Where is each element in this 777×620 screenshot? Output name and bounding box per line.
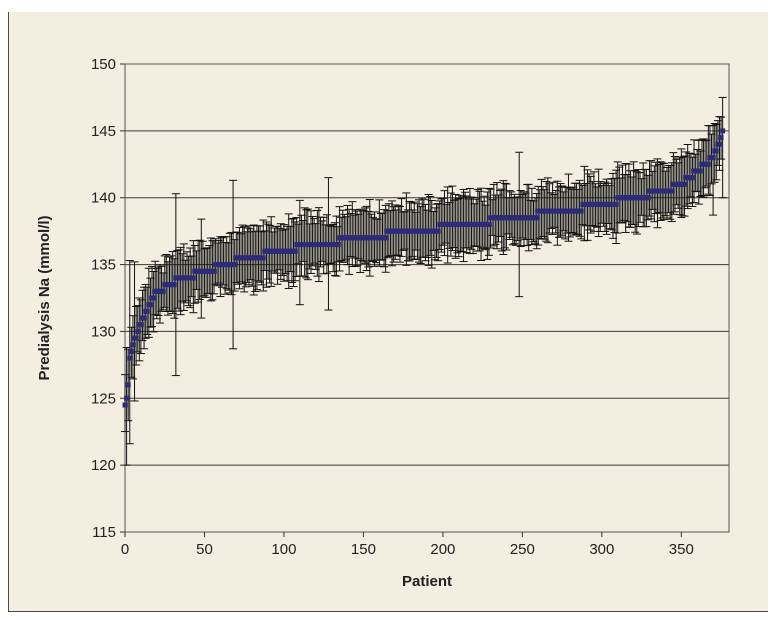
- data-point: [689, 175, 695, 181]
- x-tick-label: 200: [430, 541, 455, 558]
- data-point: [435, 228, 441, 234]
- data-point: [669, 188, 675, 194]
- x-tick-label: 250: [510, 541, 535, 558]
- data-point: [135, 328, 141, 334]
- data-point: [141, 315, 147, 321]
- data-point: [190, 275, 196, 281]
- data-point: [144, 308, 150, 314]
- data-point: [718, 135, 724, 141]
- data-point: [232, 262, 238, 268]
- y-tick-label: 135: [91, 257, 116, 274]
- y-tick-label: 125: [91, 390, 116, 407]
- data-point: [138, 322, 144, 328]
- x-tick-label: 300: [589, 541, 614, 558]
- data-point: [260, 255, 266, 261]
- data-point: [335, 242, 341, 248]
- data-point: [292, 248, 298, 254]
- chart-svg: 115 120 125 130 135 140 145 150 0 50 100 150 200 250…: [36, 56, 730, 590]
- data-point: [122, 402, 128, 408]
- data-point: [160, 288, 166, 294]
- y-tick-label: 150: [91, 56, 116, 73]
- x-tick-label: 350: [669, 541, 694, 558]
- data-point: [720, 128, 726, 134]
- y-tick-label: 140: [91, 190, 116, 207]
- data-point: [613, 201, 619, 207]
- data-point: [211, 268, 217, 274]
- data-point: [124, 395, 130, 401]
- y-tick-label: 120: [91, 457, 116, 474]
- data-point: [151, 295, 157, 301]
- data-point: [125, 382, 131, 388]
- chart-frame: 115 120 125 130 135 140 145 150 0 50 100 150 200 250…: [8, 12, 768, 612]
- data-point: [127, 355, 133, 361]
- data-point: [645, 195, 651, 201]
- x-tick-label: 150: [351, 541, 376, 558]
- data-point: [128, 348, 134, 354]
- data-point: [130, 342, 136, 348]
- data-point: [383, 235, 389, 241]
- x-tick-label: 0: [121, 541, 129, 558]
- error-bars: [121, 96, 727, 466]
- data-point: [133, 335, 139, 341]
- data-point: [716, 141, 722, 147]
- data-points: [122, 128, 726, 408]
- y-tick-label: 115: [92, 524, 116, 541]
- data-point: [534, 215, 540, 221]
- data-point: [681, 181, 687, 187]
- data-point: [486, 221, 492, 227]
- y-axis-ticks: 115 120 125 130 135 140 145 150: [91, 56, 125, 541]
- data-point: [147, 302, 153, 308]
- x-tick-label: 100: [271, 541, 296, 558]
- x-axis-title: Patient: [402, 573, 452, 590]
- data-point: [578, 208, 584, 214]
- x-tick-label: 50: [196, 541, 213, 558]
- data-point: [705, 161, 711, 167]
- plot-area-border: [124, 63, 730, 533]
- y-tick-label: 130: [91, 323, 116, 340]
- data-point: [697, 168, 703, 174]
- data-point: [713, 148, 719, 154]
- gridlines: [125, 63, 729, 533]
- x-axis-ticks: 0 50 100 150 200 250 300 350: [121, 532, 694, 558]
- data-point: [171, 282, 177, 288]
- data-point: [710, 155, 716, 161]
- y-tick-label: 145: [91, 123, 116, 140]
- y-axis-title: Predialysis Na (mmol/l): [36, 215, 53, 380]
